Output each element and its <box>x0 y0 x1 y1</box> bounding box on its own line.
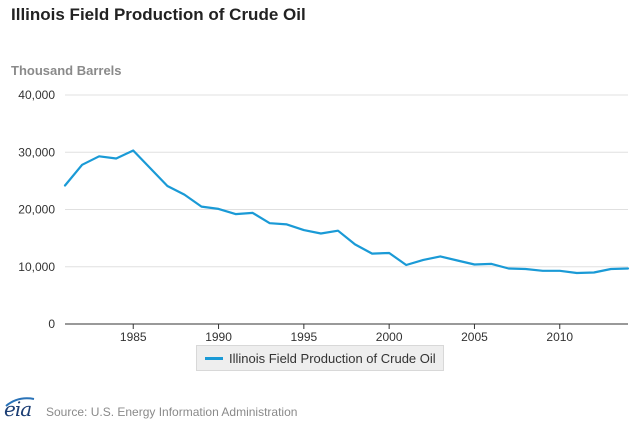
data-point[interactable] <box>113 156 119 162</box>
data-point[interactable] <box>267 220 273 226</box>
legend[interactable]: Illinois Field Production of Crude Oil <box>196 345 444 371</box>
y-tick-label: 0 <box>48 317 55 331</box>
data-point[interactable] <box>471 261 477 267</box>
data-point[interactable] <box>62 182 68 188</box>
data-point[interactable] <box>318 231 324 237</box>
data-point[interactable] <box>489 261 495 267</box>
y-tick-label: 20,000 <box>18 203 55 217</box>
data-point[interactable] <box>386 250 392 256</box>
data-point[interactable] <box>79 162 85 168</box>
x-tick-label: 2010 <box>546 330 573 344</box>
chart-title: Illinois Field Production of Crude Oil <box>11 5 306 24</box>
data-point[interactable] <box>301 227 307 233</box>
legend-swatch <box>205 357 223 360</box>
data-point[interactable] <box>335 228 341 234</box>
data-point[interactable] <box>625 265 631 271</box>
data-point[interactable] <box>181 192 187 198</box>
series-line <box>63 149 630 275</box>
data-point[interactable] <box>523 266 529 272</box>
gridlines <box>65 94 628 325</box>
x-tick-label: 1995 <box>290 330 317 344</box>
x-tick-label: 2005 <box>461 330 488 344</box>
data-point[interactable] <box>216 206 222 212</box>
data-point[interactable] <box>284 221 290 227</box>
data-point[interactable] <box>608 266 614 272</box>
x-tick-label: 2000 <box>376 330 403 344</box>
axes: 0 10,000 20,000 30,000 40,000 1985 1990 1995 200… <box>18 88 573 344</box>
y-tick-label: 10,000 <box>18 260 55 274</box>
data-point[interactable] <box>540 268 546 274</box>
y-tick-label: 30,000 <box>18 145 55 159</box>
legend-label: Illinois Field Production of Crude Oil <box>229 351 436 366</box>
data-point[interactable] <box>437 253 443 259</box>
data-point[interactable] <box>420 257 426 263</box>
units-label: Thousand Barrels <box>11 63 122 78</box>
data-point[interactable] <box>130 148 136 154</box>
eia-logo: eia <box>4 397 32 421</box>
data-point[interactable] <box>198 204 204 210</box>
data-point[interactable] <box>96 153 102 159</box>
x-tick-label: 1990 <box>205 330 232 344</box>
data-point[interactable] <box>233 211 239 217</box>
data-point[interactable] <box>403 262 409 268</box>
data-point[interactable] <box>164 183 170 189</box>
source-note: Source: U.S. Energy Information Administ… <box>46 405 298 419</box>
data-point[interactable] <box>352 241 358 247</box>
y-tick-label: 40,000 <box>18 88 55 102</box>
eia-logo-swoosh <box>5 397 35 407</box>
data-point[interactable] <box>147 165 153 171</box>
data-point[interactable] <box>591 269 597 275</box>
data-point[interactable] <box>574 270 580 276</box>
x-tick-label: 1985 <box>120 330 147 344</box>
series-layer <box>62 148 631 276</box>
data-point[interactable] <box>369 251 375 257</box>
data-point[interactable] <box>557 268 563 274</box>
data-point[interactable] <box>250 210 256 216</box>
data-point[interactable] <box>506 265 512 271</box>
data-point[interactable] <box>454 257 460 263</box>
